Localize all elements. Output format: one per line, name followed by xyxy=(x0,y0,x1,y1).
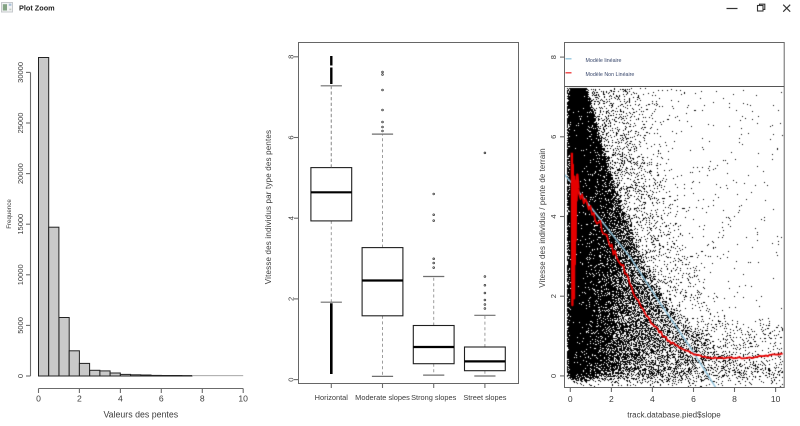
svg-text:Street slopes: Street slopes xyxy=(463,393,506,402)
svg-text:15000: 15000 xyxy=(16,214,25,235)
svg-text:4: 4 xyxy=(118,394,123,404)
svg-text:Horizontal: Horizontal xyxy=(315,393,349,402)
svg-text:2: 2 xyxy=(287,297,296,301)
svg-text:30000: 30000 xyxy=(16,62,25,83)
svg-text:4: 4 xyxy=(650,394,655,404)
svg-text:Strong slopes: Strong slopes xyxy=(411,393,456,402)
svg-text:8: 8 xyxy=(549,55,558,59)
svg-text:0: 0 xyxy=(287,378,296,382)
svg-text:8: 8 xyxy=(287,55,296,59)
svg-text:20000: 20000 xyxy=(16,163,25,184)
svg-text:Valeurs des pentes: Valeurs des pentes xyxy=(103,410,178,420)
svg-text:6: 6 xyxy=(159,394,164,404)
svg-text:4: 4 xyxy=(549,214,558,218)
svg-text:Modèle Non Linéaire: Modèle Non Linéaire xyxy=(586,72,635,78)
svg-text:track.database.pied$slope: track.database.pied$slope xyxy=(627,411,721,420)
svg-text:25000: 25000 xyxy=(16,113,25,134)
svg-text:2: 2 xyxy=(549,294,558,298)
svg-text:10000: 10000 xyxy=(16,264,25,285)
svg-text:8: 8 xyxy=(732,394,737,404)
svg-text:Moderate slopes: Moderate slopes xyxy=(355,393,410,402)
svg-text:Modèle linéaire: Modèle linéaire xyxy=(586,58,622,64)
svg-text:10: 10 xyxy=(771,394,781,404)
svg-text:5000: 5000 xyxy=(16,317,25,334)
svg-text:Vitesse des individus par type: Vitesse des individus par type des pente… xyxy=(264,130,273,284)
svg-text:4: 4 xyxy=(287,216,296,220)
svg-text:2: 2 xyxy=(77,394,82,404)
svg-text:6: 6 xyxy=(549,135,558,139)
svg-text:Vitesse des individus / pente: Vitesse des individus / pente de terrain xyxy=(538,148,547,287)
svg-text:0: 0 xyxy=(16,374,25,378)
svg-text:6: 6 xyxy=(287,135,296,139)
svg-text:0: 0 xyxy=(549,374,558,378)
svg-text:6: 6 xyxy=(691,394,696,404)
svg-text:10: 10 xyxy=(238,394,248,404)
svg-text:Frequence: Frequence xyxy=(6,199,13,229)
svg-text:2: 2 xyxy=(609,394,614,404)
svg-text:0: 0 xyxy=(36,394,41,404)
svg-text:0: 0 xyxy=(568,394,573,404)
svg-text:Plot Zoom: Plot Zoom xyxy=(19,3,55,12)
svg-text:8: 8 xyxy=(200,394,205,404)
